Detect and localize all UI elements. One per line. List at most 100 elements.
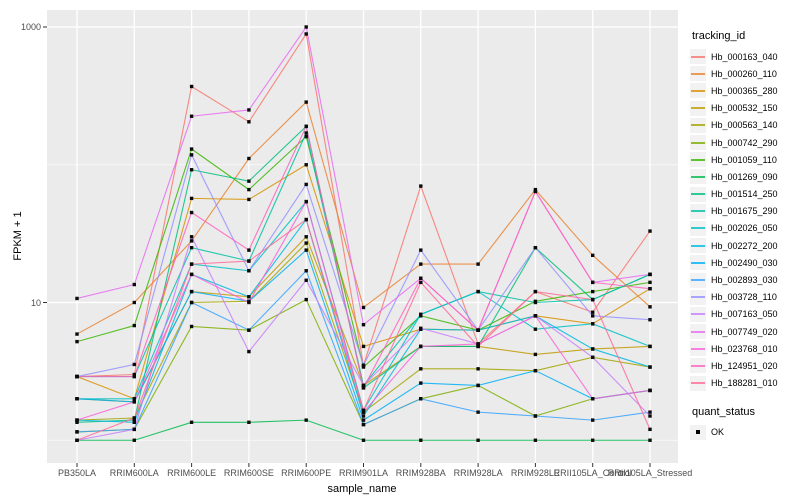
legend-item: Hb_001514_250	[690, 186, 798, 203]
data-point	[419, 438, 423, 442]
data-point	[75, 420, 79, 424]
legend-key-swatch	[690, 83, 706, 99]
data-point	[648, 229, 652, 233]
legend-color-line	[691, 124, 705, 127]
data-point	[361, 410, 366, 414]
data-point	[419, 262, 423, 266]
data-point	[189, 262, 194, 266]
data-point	[591, 314, 595, 318]
data-point	[591, 289, 595, 294]
legend-item-label: Hb_007163_050	[711, 309, 778, 320]
data-point	[247, 187, 251, 192]
legend-key-swatch	[690, 220, 706, 236]
data-point	[189, 235, 194, 239]
legend-color-line	[691, 210, 705, 213]
legend-color-line	[691, 382, 705, 385]
data-point	[476, 342, 480, 346]
legend-item-label: Hb_002490_030	[711, 257, 778, 268]
legend-item: Hb_023768_010	[690, 340, 798, 357]
legend-item-label: Hb_001675_290	[711, 206, 778, 217]
legend-item-label: Hb_000742_290	[711, 137, 778, 148]
data-point	[247, 259, 251, 263]
data-point	[75, 397, 79, 401]
data-point	[304, 269, 308, 273]
data-point	[361, 422, 366, 427]
data-point	[304, 235, 308, 239]
data-point	[247, 269, 251, 273]
data-point	[75, 296, 79, 301]
data-point	[247, 120, 251, 124]
legend-title-tracking-id: tracking_id	[692, 30, 746, 42]
data-point	[132, 418, 136, 422]
data-point	[361, 408, 366, 412]
data-point	[189, 245, 194, 250]
data-point	[591, 397, 595, 401]
data-point	[476, 262, 480, 266]
data-point	[419, 312, 423, 317]
data-point	[132, 397, 136, 401]
data-point	[591, 347, 595, 351]
data-point	[132, 372, 136, 377]
legend-color-line	[691, 227, 705, 230]
legend-color-line	[691, 89, 705, 92]
legend-key-swatch	[690, 100, 706, 116]
data-point	[533, 438, 538, 442]
legend-color-line	[691, 175, 705, 178]
legend-item-label: Hb_000365_280	[711, 85, 778, 96]
legend-item-label: Hb_000563_140	[711, 120, 778, 131]
data-point	[189, 147, 194, 151]
x-tick-label: RRIM928LA	[453, 468, 503, 478]
data-point	[648, 365, 652, 369]
legend-item-label: Hb_000532_150	[711, 103, 778, 114]
data-point	[304, 25, 308, 29]
data-point	[591, 310, 595, 314]
legend-key-swatch	[690, 135, 706, 151]
legend-items: Hb_000163_040 Hb_000260_110 Hb_000365_280 H…	[690, 48, 798, 392]
legend-item-label: Hb_002026_050	[711, 223, 778, 234]
legend-item: Hb_000163_040	[690, 48, 798, 65]
legend-item: Hb_002026_050	[690, 220, 798, 237]
data-point	[247, 248, 251, 252]
data-point	[648, 272, 652, 277]
legend-item: Hb_000532_150	[690, 100, 798, 117]
legend-item: Hb_007163_050	[690, 306, 798, 323]
data-point	[304, 217, 308, 222]
data-point	[304, 124, 308, 129]
quant-status-label: OK	[711, 427, 725, 438]
legend-key-swatch	[690, 49, 706, 65]
data-point	[189, 420, 194, 424]
data-point	[361, 365, 366, 369]
legend-item: Hb_007749_020	[690, 323, 798, 340]
legend-key-swatch	[690, 238, 706, 254]
data-point	[591, 253, 595, 258]
data-point	[247, 108, 251, 112]
x-tick-label: PB350LA	[57, 468, 97, 478]
legend-item-label: Hb_001269_090	[711, 171, 778, 182]
legend-item: Hb_002893_030	[690, 271, 798, 288]
y-axis-title: FPKM + 1	[12, 211, 24, 261]
legend-item: Hb_000563_140	[690, 117, 798, 134]
legend-item: Hb_000260_110	[690, 65, 798, 82]
data-point	[247, 179, 251, 183]
data-point	[648, 410, 652, 414]
data-point	[361, 383, 366, 388]
data-point	[648, 344, 652, 349]
legend-item: Hb_002272_200	[690, 237, 798, 254]
data-point	[533, 189, 538, 194]
legend-item-label: Hb_002893_030	[711, 275, 778, 286]
data-point	[189, 153, 194, 157]
legend-item: Hb_124951_020	[690, 357, 798, 374]
panel-background	[47, 10, 678, 463]
x-tick-label: RRIM600PE	[281, 468, 332, 478]
legend-key-swatch	[690, 341, 706, 357]
data-point	[648, 414, 652, 418]
data-point	[648, 318, 652, 322]
data-point	[419, 276, 423, 280]
data-point	[304, 297, 308, 302]
legend-item: Hb_001059_110	[690, 151, 798, 168]
data-point	[189, 196, 194, 201]
data-point	[361, 363, 366, 368]
legend-color-line	[691, 364, 705, 367]
data-point	[648, 305, 652, 309]
